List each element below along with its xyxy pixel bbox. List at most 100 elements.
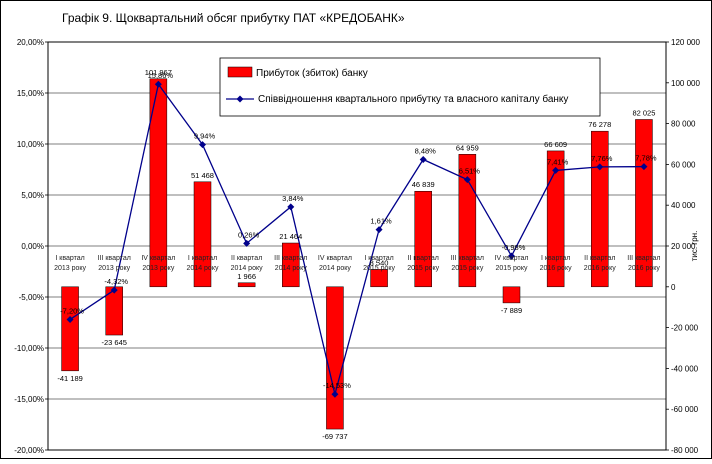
profit-data-label: 46 839 (412, 180, 435, 189)
profit-bar (546, 150, 565, 288)
right-tick-label: -60 000 (671, 405, 699, 414)
category-label-year: 2014 року (275, 265, 307, 272)
profit-bar (149, 78, 168, 288)
right-tick-label: -40 000 (671, 364, 699, 373)
category-label-quarter: III квартал (274, 255, 307, 262)
ratio-point (243, 239, 251, 247)
category-label-quarter: I квартал (55, 255, 84, 262)
category-label-quarter: IV квартал (495, 255, 529, 262)
profit-data-label: 51 468 (191, 171, 214, 180)
category-label-year: 2013 року (54, 265, 86, 272)
profit-data-label: -69 737 (322, 432, 347, 441)
right-axis-label: тис. грн. (690, 231, 699, 262)
ratio-data-label: 0,26% (238, 230, 260, 239)
profit-bar (282, 242, 300, 288)
category-label-quarter: IV квартал (141, 255, 175, 262)
left-tick-label: 0,00% (21, 242, 44, 251)
chart-title: Графік 9. Щоквартальний обсяг прибутку П… (62, 11, 405, 25)
ratio-data-label: 6,51% (459, 167, 481, 176)
left-tick-label: -15,00% (14, 395, 44, 404)
ratio-point (419, 156, 427, 164)
line-layer (66, 80, 648, 398)
category-label-year: 2014 року (187, 265, 219, 272)
ratio-point (640, 163, 648, 171)
ratio-point (375, 226, 383, 234)
ratio-data-label: -0,98% (502, 243, 526, 252)
legend-bar-label: Прибуток (збиток) банку (256, 67, 368, 79)
category-label-quarter: II квартал (231, 255, 262, 262)
label-layer: I квартал 2013 року III квартал 2013 року IV… (54, 68, 660, 441)
ratio-point (199, 141, 206, 149)
ratio-data-label: -7,20% (60, 306, 84, 315)
ratio-data-label: 9,94% (194, 132, 216, 141)
profit-bar (326, 286, 344, 430)
profit-bar (635, 119, 653, 288)
profit-data-label: 8 540 (370, 258, 389, 267)
ratio-point (110, 286, 118, 294)
profit-bar (370, 269, 388, 288)
left-tick-label: -10,00% (14, 344, 44, 353)
ratio-data-label: 8,48% (415, 147, 437, 156)
category-label-year: 2015 року (363, 265, 395, 272)
ratio-data-label: 15,86% (148, 71, 174, 80)
category-label-quarter: II квартал (584, 255, 615, 262)
profit-data-label: 76 278 (588, 120, 611, 129)
axis-layer: -20,00% -15,00% -10,00% -5,00% 0,00% 5,00% 10,… (14, 38, 700, 455)
category-label-year: 2015 року (407, 265, 439, 272)
ratio-point (331, 390, 339, 398)
category-label-quarter: I квартал (364, 255, 393, 262)
category-label-quarter: I квартал (541, 255, 570, 262)
right-tick-label: 80 000 (671, 120, 696, 129)
ratio-point (552, 166, 560, 174)
right-tick-label: 0 (671, 283, 676, 292)
profit-data-label: 1 966 (237, 272, 256, 281)
profit-bar (591, 130, 609, 288)
profit-data-label: 82 025 (632, 108, 655, 117)
right-tick-label: 100 000 (671, 79, 700, 88)
right-tick-label: 120 000 (671, 38, 700, 47)
left-tick-label: 15,00% (17, 89, 44, 98)
profit-bar (237, 282, 256, 288)
category-label-year: 2013 року (98, 265, 130, 272)
profit-data-label: -41 189 (57, 374, 82, 383)
category-label-year: 2014 року (231, 265, 263, 272)
profit-data-label: -7 889 (501, 306, 522, 315)
category-label-year: 2013 року (142, 265, 174, 272)
right-tick-label: 40 000 (671, 201, 696, 210)
category-label-year: 2014 року (319, 265, 351, 272)
legend-line-marker (236, 95, 244, 103)
profit-bar (414, 190, 432, 288)
ratio-data-label: -4,32% (104, 277, 128, 286)
profit-data-label: 64 959 (456, 143, 479, 152)
ratio-point (508, 252, 515, 260)
right-tick-label: -20 000 (671, 324, 699, 333)
category-label-year: 2016 року (584, 265, 616, 272)
category-label-quarter: III квартал (451, 255, 484, 262)
ratio-data-label: -14,53% (323, 381, 351, 390)
ratio-data-label: 7,41% (547, 157, 569, 166)
profit-bar (61, 286, 79, 372)
category-label-quarter: IV квартал (318, 255, 352, 262)
legend-box (219, 57, 601, 117)
profit-data-label: 66 609 (544, 140, 567, 149)
right-tick-label: 60 000 (671, 160, 696, 169)
left-tick-label: 10,00% (17, 140, 44, 149)
legend: Прибуток (збиток) банку Співвідношення кв… (219, 57, 601, 117)
ratio-data-label: 7,76% (591, 154, 613, 163)
profit-bar (193, 181, 212, 288)
ratio-point (596, 163, 604, 171)
ratio-point (463, 176, 471, 184)
category-label-quarter: I квартал (188, 255, 217, 262)
left-tick-label: -5,00% (19, 293, 44, 302)
ratio-point (287, 203, 295, 211)
legend-bar-swatch (227, 66, 253, 78)
ratio-data-label: 1,61% (370, 217, 392, 226)
left-tick-label: 5,00% (21, 191, 44, 200)
profit-data-label: 101 967 (145, 68, 172, 77)
left-tick-label: -20,00% (14, 446, 44, 455)
ratio-line (69, 82, 644, 395)
ratio-point (154, 80, 162, 88)
right-tick-label: 20 000 (671, 242, 696, 251)
legend-line-label: Співвідношення квартального прибутку та … (258, 93, 568, 105)
